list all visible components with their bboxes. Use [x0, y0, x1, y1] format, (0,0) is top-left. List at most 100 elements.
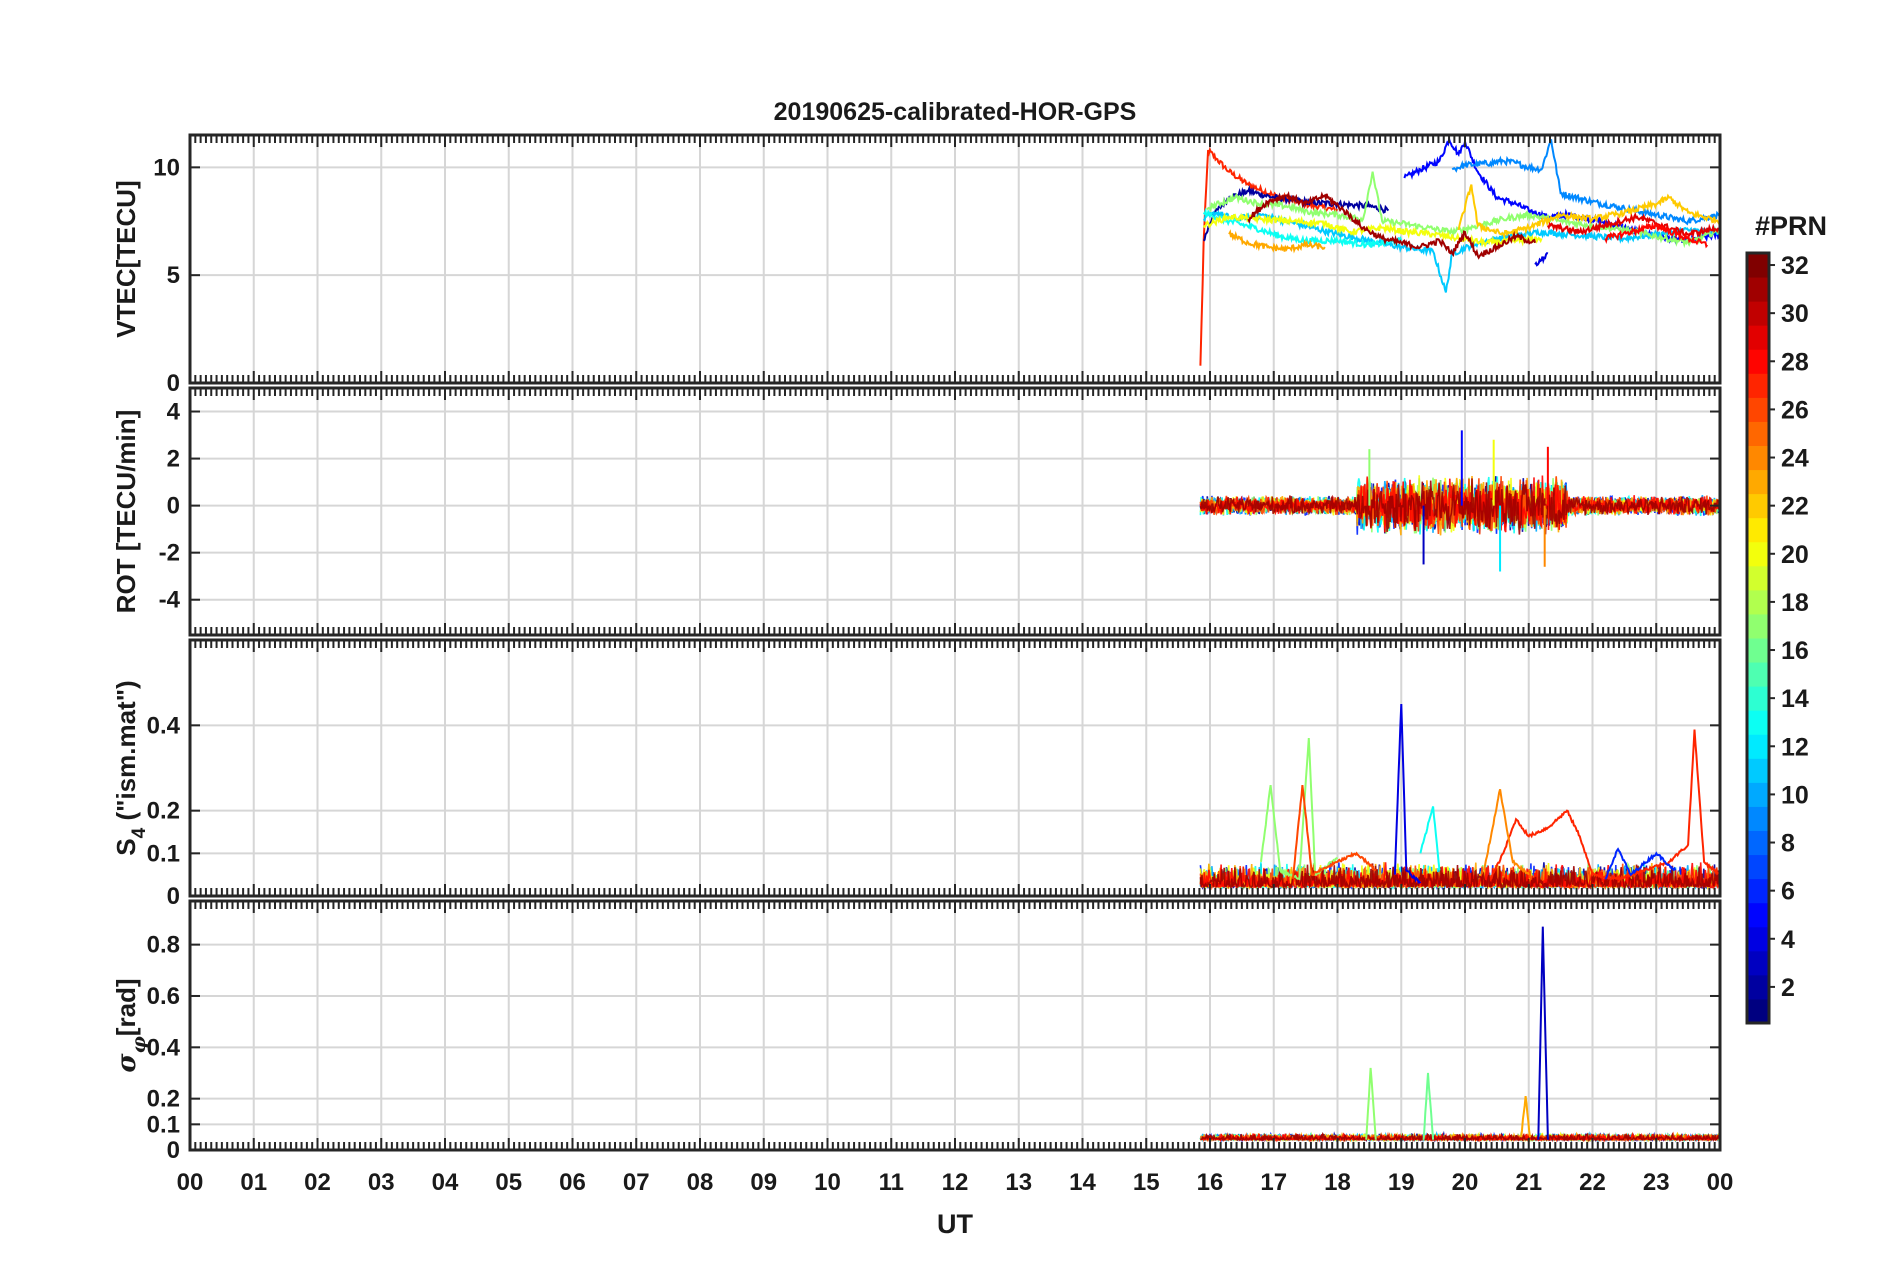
x-tick-label: 02 [304, 1169, 331, 1196]
y-tick-label: 10 [153, 154, 180, 181]
colorbar-swatch [1747, 998, 1769, 1024]
y-axis-label-vtec: VTEC[TECU] [111, 180, 141, 337]
noise-trace-prn-31 [1199, 478, 1720, 535]
x-tick-label: 08 [687, 1169, 714, 1196]
panel-sigma: 00.10.2 0.4 0.6 0.8 σφ[rad] [111, 899, 1722, 1164]
colorbar-swatch [1747, 421, 1769, 446]
colorbar-swatch [1747, 373, 1769, 398]
trace-prn-24 [1483, 789, 1530, 876]
x-tick-label: 20 [1452, 1169, 1479, 1196]
colorbar-swatch [1747, 686, 1769, 711]
trace-prn-4 [1393, 703, 1422, 884]
chart-title: 20190625-calibrated-HOR-GPS [774, 98, 1137, 126]
panel-s4: 0 0.1 0.2 0.4S4 ("ism.mat") [111, 638, 1722, 910]
y-tick-label: 0.8 [147, 932, 180, 959]
colorbar-tick-label: 6 [1781, 878, 1795, 906]
colorbar-tick-label: 32 [1781, 252, 1809, 280]
y-tick-label: 0.2 [147, 798, 180, 825]
colorbar-swatch [1747, 349, 1769, 374]
colorbar-swatch [1747, 301, 1769, 326]
trace-prn-17 [1365, 1067, 1377, 1140]
x-tick-label: 13 [1005, 1169, 1032, 1196]
trace-prn-5 [1403, 135, 1720, 245]
colorbar-swatch [1747, 541, 1769, 567]
colorbar-swatch [1747, 517, 1769, 543]
colorbar-swatch [1747, 662, 1769, 687]
colorbar-tick-label: 4 [1781, 926, 1795, 954]
colorbar-swatch [1747, 397, 1769, 422]
x-tick-label: 14 [1069, 1169, 1096, 1196]
colorbar-tick-label: 22 [1781, 493, 1809, 521]
y-tick-label: 2 [167, 446, 180, 473]
colorbar-swatch [1747, 830, 1769, 856]
x-tick-label: 07 [623, 1169, 650, 1196]
trace-prn-27 [1490, 729, 1720, 882]
colorbar-tick-label: 30 [1781, 300, 1809, 328]
panel-vtec-series [1199, 135, 1720, 366]
x-tick-label: 00 [177, 1169, 204, 1196]
colorbar-swatch [1747, 806, 1769, 831]
x-tick-label: 00 [1707, 1169, 1734, 1196]
colorbar-tick-label: 20 [1781, 541, 1809, 569]
y-tick-label: -4 [159, 587, 181, 614]
x-tick-label: 12 [942, 1169, 969, 1196]
panel-frame [188, 133, 1722, 385]
colorbar-tick-label: 28 [1781, 348, 1809, 376]
trace-prn-9 [1451, 138, 1720, 226]
colorbar-tick-label: 12 [1781, 733, 1809, 761]
colorbar-tick-label: 14 [1781, 685, 1809, 713]
colorbar-swatch [1747, 950, 1769, 976]
y-tick-label: 0.1 [147, 840, 180, 867]
y-tick-label: 0.6 [147, 983, 180, 1010]
x-tick-label: 11 [879, 1169, 904, 1196]
colorbar-label: #PRN [1755, 211, 1827, 241]
x-tick-label: 01 [240, 1169, 267, 1196]
colorbar-swatch [1747, 638, 1769, 663]
x-tick-label: 10 [814, 1169, 841, 1196]
y-tick-label: -2 [159, 540, 180, 567]
trace-prn-26 [1291, 784, 1377, 880]
x-axis: 00 01 02 03 04 05 06 07 08 09 10 11 12 13 14 15 16 17 18 19… [177, 1169, 1734, 1196]
panel-vtec: 0 5 10 VTEC[TECU] [111, 133, 1722, 397]
colorbar-tick-label: 8 [1781, 830, 1795, 858]
x-tick-label: 23 [1643, 1169, 1670, 1196]
trace-prn-23 [1520, 1095, 1531, 1138]
x-tick-label: 05 [495, 1169, 522, 1196]
x-tick-label: 03 [368, 1169, 395, 1196]
panel-frame [188, 899, 1722, 1152]
y-tick-label: 0 [167, 370, 180, 397]
y-tick-label: 0 [167, 883, 180, 910]
colorbar-swatch [1747, 589, 1769, 615]
trace-prn-22 [1457, 184, 1720, 238]
panel-rot: -4 -2 0 2 4 ROT [TECU/min] [111, 386, 1722, 637]
colorbar-swatch [1747, 710, 1769, 735]
panel-frame [188, 638, 1722, 898]
trace-prn-3 [1537, 926, 1549, 1140]
x-tick-label: 16 [1197, 1169, 1224, 1196]
x-tick-label: 19 [1388, 1169, 1415, 1196]
y-tick-label: 0.1 [147, 1111, 180, 1138]
colorbar-swatch [1747, 902, 1769, 928]
colorbar-frame [1745, 251, 1771, 1025]
y-tick-label: 0 [167, 1137, 180, 1164]
y-axis-label-sigma: σφ[rad] [111, 978, 150, 1072]
trace-prn-6 [1604, 847, 1677, 880]
y-axis-label-s4: S4 ("ism.mat") [111, 680, 150, 855]
colorbar-swatch [1747, 758, 1769, 783]
colorbar-swatch [1747, 253, 1769, 278]
x-tick-label: 06 [559, 1169, 586, 1196]
trace-prn-13 [1419, 806, 1441, 871]
trace-prn-16 [1422, 1072, 1435, 1140]
colorbar-tick-label: 26 [1781, 396, 1809, 424]
colorbar-swatch [1747, 469, 1769, 495]
x-tick-label: 21 [1515, 1169, 1542, 1196]
x-tick-label: 17 [1260, 1169, 1287, 1196]
colorbar-swatch [1747, 565, 1769, 591]
panel-rot-series [1199, 430, 1720, 572]
colorbar-tick-label: 2 [1781, 974, 1795, 1002]
trace-prn-23 [1228, 229, 1326, 254]
colorbar-tick-label: 24 [1781, 445, 1809, 473]
x-tick-label: 09 [750, 1169, 777, 1196]
